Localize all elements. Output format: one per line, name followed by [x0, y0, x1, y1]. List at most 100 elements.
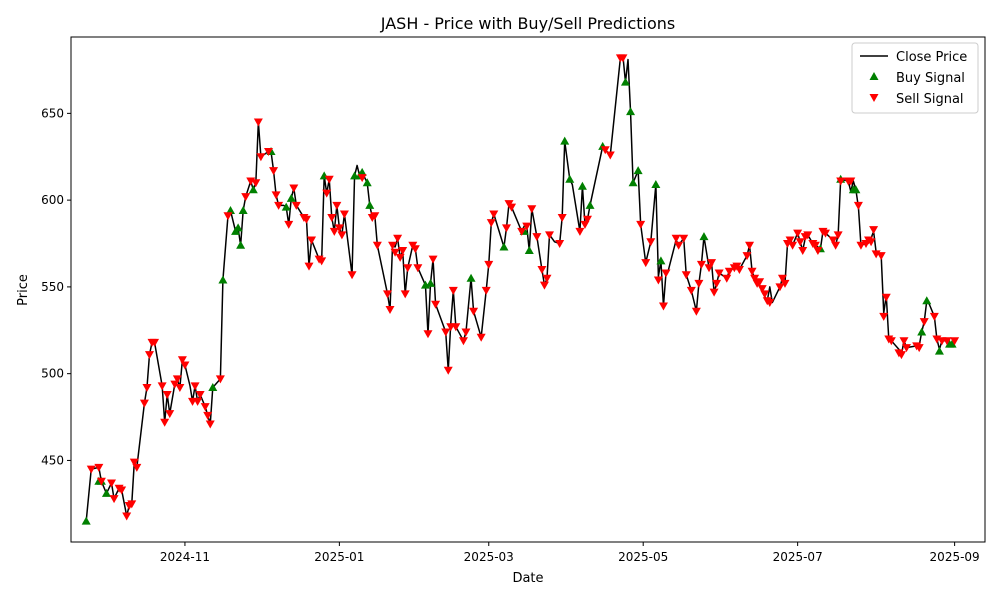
- sell-signal-point: [337, 231, 347, 240]
- x-axis-label: Date: [512, 571, 543, 586]
- sell-signal-point: [555, 240, 565, 249]
- sell-signal-point: [357, 174, 367, 183]
- sell-signal-point: [575, 227, 585, 236]
- sell-signal-point: [334, 224, 344, 233]
- sell-signal-point: [127, 500, 137, 509]
- sell-signal-point: [160, 418, 170, 427]
- sell-signal-point: [747, 267, 757, 276]
- buy-signal-point: [560, 136, 570, 145]
- sell-signal-point: [410, 245, 420, 254]
- buy-signal-point: [626, 107, 636, 116]
- sell-signal-point: [332, 201, 342, 210]
- sell-signal-point: [385, 305, 395, 314]
- buy-signal-point: [620, 77, 630, 86]
- buy-signal-point: [248, 185, 258, 194]
- sell-signal-point: [785, 236, 795, 245]
- sell-signal-point: [618, 54, 628, 63]
- sell-signal-point: [646, 238, 656, 247]
- sell-signal-point: [658, 302, 668, 311]
- sell-signal-point: [301, 215, 311, 224]
- sell-signal-point: [372, 241, 382, 250]
- sell-signal-point: [545, 231, 555, 240]
- legend-box: [851, 42, 979, 114]
- sell-signal-point: [866, 238, 876, 247]
- legend-sell-signal-label: Sell Signal: [896, 92, 964, 107]
- sell-signal-point: [200, 403, 210, 412]
- buy-signal-point: [524, 245, 534, 254]
- buy-signal-point: [208, 383, 218, 392]
- sell-signal-point: [132, 463, 142, 472]
- sell-signal-point: [400, 290, 410, 299]
- sell-signal-point: [322, 189, 332, 198]
- buy-signal-point: [499, 242, 509, 251]
- sell-signal-point: [370, 212, 380, 221]
- sell-signal-point: [788, 241, 798, 250]
- sell-signal-point: [484, 260, 494, 269]
- sell-signal-point: [271, 191, 281, 200]
- sell-signal-point: [929, 312, 939, 321]
- sell-signal-point: [398, 246, 408, 255]
- sell-signal-point: [876, 252, 886, 261]
- sell-signal-point: [846, 177, 856, 186]
- sell-signal-point: [810, 241, 820, 250]
- sell-signal-point: [793, 229, 803, 238]
- sell-signal-point: [403, 264, 413, 273]
- buy-signal-point: [947, 339, 957, 348]
- sell-signal-point: [886, 337, 896, 346]
- buy-signal-point: [651, 180, 661, 189]
- y-tick-label: 550: [41, 280, 64, 294]
- buy-signal-point: [917, 327, 927, 336]
- sell-signal-point: [813, 246, 823, 255]
- sell-signal-point: [881, 293, 891, 302]
- sell-signal-point: [172, 375, 182, 384]
- sell-signal-point: [86, 465, 96, 474]
- sell-signal-point: [542, 274, 552, 283]
- sell-signal-point: [251, 179, 261, 188]
- sell-signal-point: [775, 283, 785, 292]
- x-tick-label: 2025-03: [464, 550, 514, 564]
- sell-signal-point: [686, 286, 696, 295]
- sell-signal-point: [869, 226, 879, 235]
- sell-signal-point: [674, 241, 684, 250]
- sell-signal-point: [828, 236, 838, 245]
- sell-signal-point: [107, 479, 117, 488]
- sell-signal-point: [722, 274, 732, 283]
- sell-signal-point: [129, 458, 139, 467]
- buy-signal-point: [233, 223, 243, 232]
- sell-signal-point: [896, 351, 906, 360]
- sell-signal-point: [94, 463, 104, 472]
- sell-signal-point: [317, 257, 327, 266]
- sell-signal-point: [122, 512, 132, 521]
- legend-buy-signal-label: Buy Signal: [896, 71, 965, 86]
- sell-signal-point: [423, 330, 433, 339]
- sell-signal-point: [190, 382, 200, 391]
- y-tick-label: 450: [41, 453, 64, 467]
- sell-signal-point: [96, 477, 106, 486]
- buy-signal-point: [699, 232, 709, 241]
- sell-signal-point: [489, 210, 499, 219]
- sell-signal-point: [914, 344, 924, 353]
- sell-signal-point: [714, 269, 724, 278]
- sell-signal-point: [777, 274, 787, 283]
- sell-signal-point: [742, 252, 752, 261]
- sell-signal-point: [681, 271, 691, 280]
- buy-signal-point: [851, 185, 861, 194]
- buy-signal-point: [633, 166, 643, 175]
- sell-signal-point: [707, 259, 717, 268]
- sell-signal-point: [537, 266, 547, 275]
- buy-signal-point: [922, 296, 932, 305]
- sell-signal-point: [144, 351, 154, 360]
- sell-signal-point: [431, 300, 441, 309]
- sell-signal-point: [833, 231, 843, 240]
- buy-signal-point: [365, 200, 375, 209]
- sell-signal-point: [203, 411, 213, 420]
- sell-signal-point: [289, 184, 299, 193]
- sell-signal-point: [798, 246, 808, 255]
- sell-signal-point: [215, 375, 225, 384]
- sell-signal-point: [327, 213, 337, 222]
- sell-signal-point: [661, 269, 671, 278]
- sell-signal-point: [139, 399, 149, 408]
- sell-signal-point: [899, 337, 909, 346]
- sell-signal-markers: [86, 54, 960, 521]
